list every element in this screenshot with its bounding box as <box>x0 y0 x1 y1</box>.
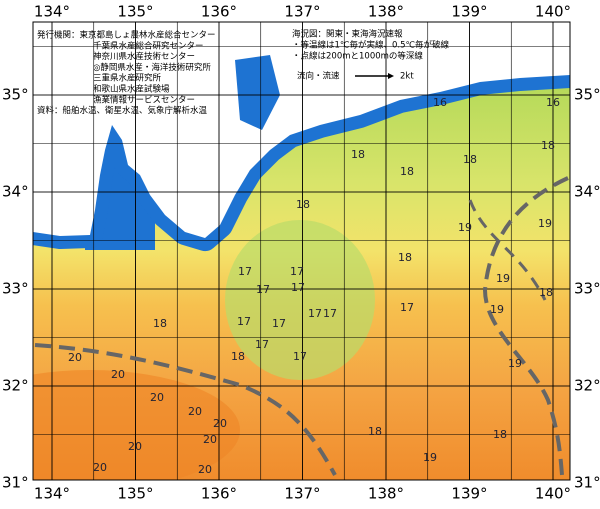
isotherm-label: 19 <box>538 217 552 230</box>
isotherm-label: 17 <box>308 307 322 320</box>
lon-tick-label: 134° <box>34 485 70 503</box>
lon-tick-label: 139° <box>451 485 487 503</box>
isotherm-label: 20 <box>188 405 202 418</box>
lat-tick-label: 35° <box>2 86 29 104</box>
isotherm-label: 19 <box>490 303 504 316</box>
isotherm-label: 16 <box>546 96 560 109</box>
isotherm-label: 18 <box>231 350 245 363</box>
lon-tick-label: 138° <box>368 3 404 21</box>
isotherm-label: 19 <box>508 357 522 370</box>
lat-tick-label: 35° <box>574 86 600 104</box>
lat-tick-label: 31° <box>574 474 600 492</box>
isotherm-label: 17 <box>400 301 414 314</box>
issuer-line: 和歌山県水産試験場 <box>93 84 170 95</box>
current-scale: 2kt <box>400 72 414 82</box>
isotherm-label: 17 <box>323 307 337 320</box>
isotherm-label: 17 <box>238 265 252 278</box>
lat-tick-label: 34° <box>574 183 600 201</box>
ise-bay <box>235 55 280 130</box>
lat-tick-label: 32° <box>2 377 29 395</box>
map-info-line: ・点線は200mと1000mの等深線 <box>292 51 423 62</box>
isotherm-label: 16 <box>433 96 447 109</box>
lon-tick-label: 137° <box>284 485 320 503</box>
isotherm-label: 18 <box>153 317 167 330</box>
lon-tick-label: 138° <box>368 485 404 503</box>
warm-water <box>33 370 240 480</box>
map-info-line: ・等温線は1℃毎が実線、0.5℃毎が破線 <box>292 40 450 51</box>
lat-tick-label: 31° <box>2 474 29 492</box>
isotherm-label: 20 <box>128 440 142 453</box>
arrow-head <box>388 73 394 79</box>
lat-tick-label: 34° <box>2 183 29 201</box>
lon-tick-label: 135° <box>117 485 153 503</box>
isotherm-label: 20 <box>203 433 217 446</box>
lon-tick-label: 136° <box>201 3 237 21</box>
issuer-line: 漁業情報サービスセンター <box>93 94 195 105</box>
lon-tick-label: 136° <box>201 485 237 503</box>
isotherm-label: 17 <box>272 317 286 330</box>
issuer-line: 千葉県水産総合研究センター <box>93 40 204 51</box>
isotherm-label: 20 <box>111 368 125 381</box>
lat-tick-label: 33° <box>2 280 29 298</box>
grid <box>33 22 570 480</box>
issuer-line: 三重県水産研究所 <box>93 73 162 84</box>
issuer-line: ◎静岡県水産・海洋技術研究所 <box>93 62 211 73</box>
map-body <box>33 22 570 480</box>
isotherm-label: 19 <box>496 272 510 285</box>
isotherm-label: 17 <box>237 315 251 328</box>
isotherm-label: 20 <box>150 391 164 404</box>
isotherm-label: 18 <box>368 425 382 438</box>
current-legend: 流向・流速 <box>297 71 340 82</box>
lon-tick-label: 139° <box>451 3 487 21</box>
isotherm-label: 20 <box>93 461 107 474</box>
isotherm-label: 18 <box>351 148 365 161</box>
lat-tick-label: 33° <box>574 280 600 298</box>
isotherm-label: 17 <box>255 338 269 351</box>
land <box>33 22 570 238</box>
isotherm-label: 20 <box>68 351 82 364</box>
map-info-line: 海況図：関東・東海海況速報 <box>292 29 403 40</box>
isotherm-label: 18 <box>541 139 555 152</box>
isotherm-label: 17 <box>291 281 305 294</box>
isotherm-label: 18 <box>398 251 412 264</box>
isotherm-label: 18 <box>296 198 310 211</box>
lat-tick-label: 32° <box>574 377 600 395</box>
issuer-line: 資料：船舶水温、衛星水温、気象庁解析水温 <box>37 105 208 116</box>
cool-water <box>225 220 375 380</box>
isotherm-label: 20 <box>213 417 227 430</box>
lon-tick-label: 137° <box>284 3 320 21</box>
isotherm-label: 18 <box>400 165 414 178</box>
lon-tick-label: 140° <box>535 3 571 21</box>
lon-tick-label: 134° <box>34 3 70 21</box>
isotherm-label: 19 <box>423 451 437 464</box>
isotherm-label: 20 <box>198 463 212 476</box>
lon-tick-label: 140° <box>535 485 571 503</box>
issuer-line: 神奈川県水産技術センター <box>93 51 195 62</box>
isotherm-label: 18 <box>463 153 477 166</box>
issuer-line: 発行機関：東京都島しょ農林水産総合センター <box>37 30 216 41</box>
isotherm-label: 19 <box>458 221 472 234</box>
isotherm-label: 17 <box>293 350 307 363</box>
lon-tick-label: 135° <box>117 3 153 21</box>
current-axis <box>34 343 337 476</box>
map-frame <box>32 21 571 481</box>
isotherm-label: 17 <box>290 265 304 278</box>
current-axis <box>468 199 547 301</box>
isotherm-label: 18 <box>539 286 553 299</box>
isotherm-label: 17 <box>256 283 270 296</box>
isotherm-label: 18 <box>493 428 507 441</box>
